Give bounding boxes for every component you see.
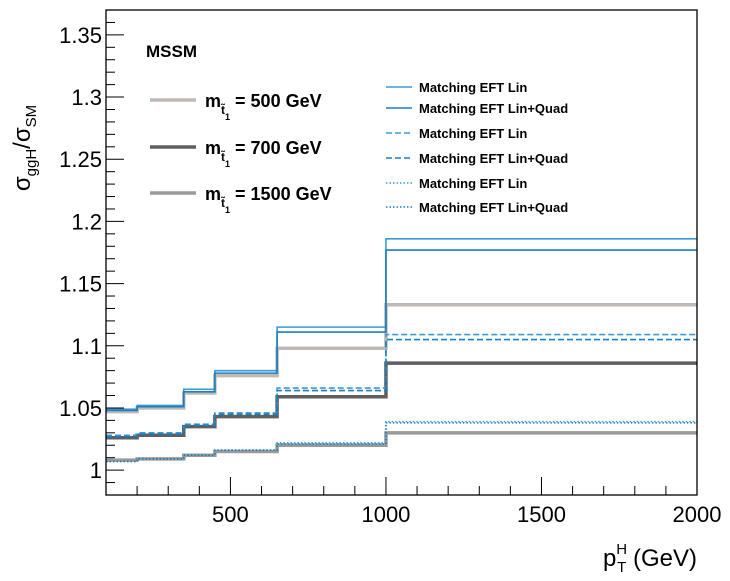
mass-legend: mt̃1 = 500 GeV mt̃1 = 700 GeV mt̃1 = 1500 …: [150, 91, 332, 215]
line-legend-label: Matching EFT Lin: [419, 80, 527, 95]
line-legend-label: Matching EFT Lin+Quad: [419, 101, 568, 116]
y-title-num: σ: [9, 176, 36, 191]
series-5: [106, 338, 697, 438]
y-tick-label: 1.1: [71, 334, 102, 359]
plot-area: 1 1.05 1.1 1.15 1.2 1.25 1.3 1.35 500 1000 1500 200…: [59, 9, 722, 527]
line-style-legend: Matching EFT Lin Matching EFT Lin+Quad Mat…: [386, 80, 568, 215]
line-legend-label: Matching EFT Lin: [419, 126, 527, 141]
y-tick-label: 1: [90, 458, 102, 483]
svg-text:σggH/σSM: σggH/σSM: [9, 105, 40, 191]
y-tick-label: 1.35: [59, 23, 102, 48]
x-title-sub: T: [617, 559, 626, 576]
mssm-label: MSSM: [146, 42, 197, 61]
plot-frame: [105, 9, 698, 496]
y-title-den-sub: SM: [23, 105, 40, 128]
series-3: [106, 361, 697, 440]
y-title-slash: /: [9, 142, 36, 149]
x-title-main: p: [603, 545, 616, 572]
line-legend-label: Matching EFT Lin+Quad: [419, 151, 568, 166]
series-2: [106, 249, 697, 412]
mass-legend-label: mt̃1 = 1500 GeV: [205, 184, 332, 215]
y-title-num-sub: ggH: [23, 149, 40, 177]
series-4: [106, 333, 697, 437]
mass-legend-label: mt̃1 = 500 GeV: [205, 91, 322, 122]
x-tick-label: 2000: [673, 502, 722, 527]
x-tick-label: 1500: [517, 502, 566, 527]
y-axis-title: σggH/σSM: [9, 105, 40, 191]
mass-legend-label: mt̃1 = 700 GeV: [205, 138, 322, 169]
line-legend-label: Matching EFT Lin+Quad: [419, 200, 568, 215]
y-tick-label: 1.15: [59, 272, 102, 297]
y-tick-label: 1.3: [71, 85, 102, 110]
series-6: [106, 431, 697, 462]
series-8: [106, 422, 697, 463]
x-tick-label: 1000: [361, 502, 410, 527]
x-tick-label: 500: [212, 502, 249, 527]
y-tick-label: 1.25: [59, 147, 102, 172]
y-tick-label: 1.05: [59, 396, 102, 421]
y-tick-label: 1.2: [71, 209, 102, 234]
x-title-sup: H: [616, 541, 627, 558]
x-title-unit: (GeV): [626, 545, 697, 572]
line-legend-label: Matching EFT Lin: [419, 176, 527, 191]
series-1: [106, 238, 697, 410]
series-0: [106, 302, 697, 414]
y-title-den: σ: [9, 127, 36, 142]
x-axis-title: pH T (GeV): [603, 541, 697, 576]
